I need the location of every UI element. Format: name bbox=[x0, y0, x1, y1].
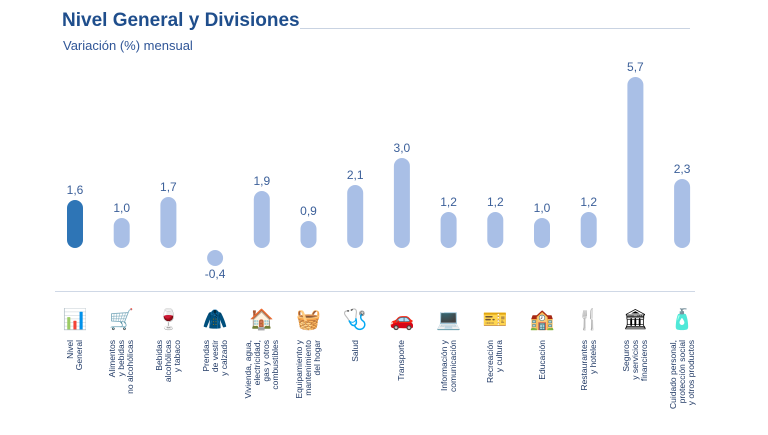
bar-1 bbox=[113, 218, 130, 248]
groceries-icon: 🛒 bbox=[109, 308, 135, 331]
bar-12 bbox=[627, 77, 644, 248]
value-label-0: 1,6 bbox=[67, 183, 84, 197]
appliance-icon: 🧺 bbox=[296, 308, 321, 331]
bar-5 bbox=[300, 221, 317, 248]
category-label-10: Educación bbox=[536, 340, 547, 380]
value-label-6: 2,1 bbox=[347, 168, 364, 182]
bar-4 bbox=[253, 191, 270, 248]
category-label-0: Nivel General bbox=[65, 340, 84, 371]
bar-9 bbox=[487, 212, 504, 248]
category-label-3: Prendas de vestir y calzado bbox=[200, 340, 229, 376]
category-label-2: Bebidas alcohólicas y tabaco bbox=[153, 340, 182, 383]
cutlery-icon: 🍴 bbox=[576, 308, 602, 331]
bar-10 bbox=[534, 218, 550, 248]
personal-care-icon: 🧴 bbox=[669, 308, 695, 331]
bar-13 bbox=[674, 179, 691, 248]
bar-11 bbox=[580, 212, 597, 248]
category-label-1: Alimentos y bebidas no alcohólicas bbox=[107, 340, 136, 394]
bar-0 bbox=[67, 200, 83, 248]
category-label-4: Vivienda, agua, electricidad, gas y otro… bbox=[242, 340, 280, 399]
value-label-1: 1,0 bbox=[113, 201, 130, 215]
category-label-8: Información y comunicación bbox=[438, 340, 458, 392]
house-icon: 🏠 bbox=[249, 308, 275, 331]
bar-3 bbox=[207, 250, 224, 266]
bottle-icon: 🍷 bbox=[155, 308, 181, 331]
category-label-11: Restaurantes y hoteles bbox=[578, 340, 598, 391]
category-label-7: Transporte bbox=[396, 340, 407, 381]
category-label-5: Equipamiento y mantenimiento del hogar bbox=[294, 340, 322, 399]
bar-8 bbox=[440, 212, 457, 248]
page-subtitle: Variación (%) mensual bbox=[63, 38, 193, 53]
car-plane-icon: 🚗 bbox=[389, 308, 415, 331]
value-label-9: 1,2 bbox=[487, 195, 504, 209]
value-label-8: 1,2 bbox=[440, 195, 457, 209]
value-label-11: 1,2 bbox=[580, 195, 597, 209]
doctor-icon: 🩺 bbox=[342, 308, 368, 331]
bank-icon: 🏛 bbox=[622, 308, 649, 331]
value-label-4: 1,9 bbox=[253, 174, 270, 188]
jacket-icon: 🧥 bbox=[202, 308, 228, 331]
category-label-12: Seguros y servicios financieros bbox=[620, 340, 649, 382]
chart-icon: 📊 bbox=[62, 308, 88, 331]
bar-7 bbox=[393, 158, 410, 248]
value-label-13: 2,3 bbox=[674, 162, 691, 176]
value-label-2: 1,7 bbox=[160, 180, 177, 194]
title-divider bbox=[300, 28, 690, 29]
computer-icon: 💻 bbox=[436, 308, 462, 331]
value-label-5: 0,9 bbox=[300, 204, 317, 218]
page-title: Nivel General y Divisiones bbox=[62, 10, 300, 31]
category-label-9: Recreación y cultura bbox=[485, 340, 505, 383]
school-icon: 🏫 bbox=[529, 308, 555, 331]
ticket-icon: 🎫 bbox=[482, 308, 508, 331]
category-label-13: Cuidado personal, protección social y ot… bbox=[667, 340, 696, 409]
bar-2 bbox=[160, 197, 177, 248]
value-label-7: 3,0 bbox=[394, 141, 411, 155]
value-label-12: 5,7 bbox=[627, 60, 644, 74]
axis-divider bbox=[55, 291, 695, 292]
value-label-10: 1,0 bbox=[534, 201, 551, 215]
category-label-6: Salud bbox=[349, 340, 360, 362]
bar-6 bbox=[347, 185, 364, 248]
value-label-3: -0,4 bbox=[205, 267, 226, 281]
